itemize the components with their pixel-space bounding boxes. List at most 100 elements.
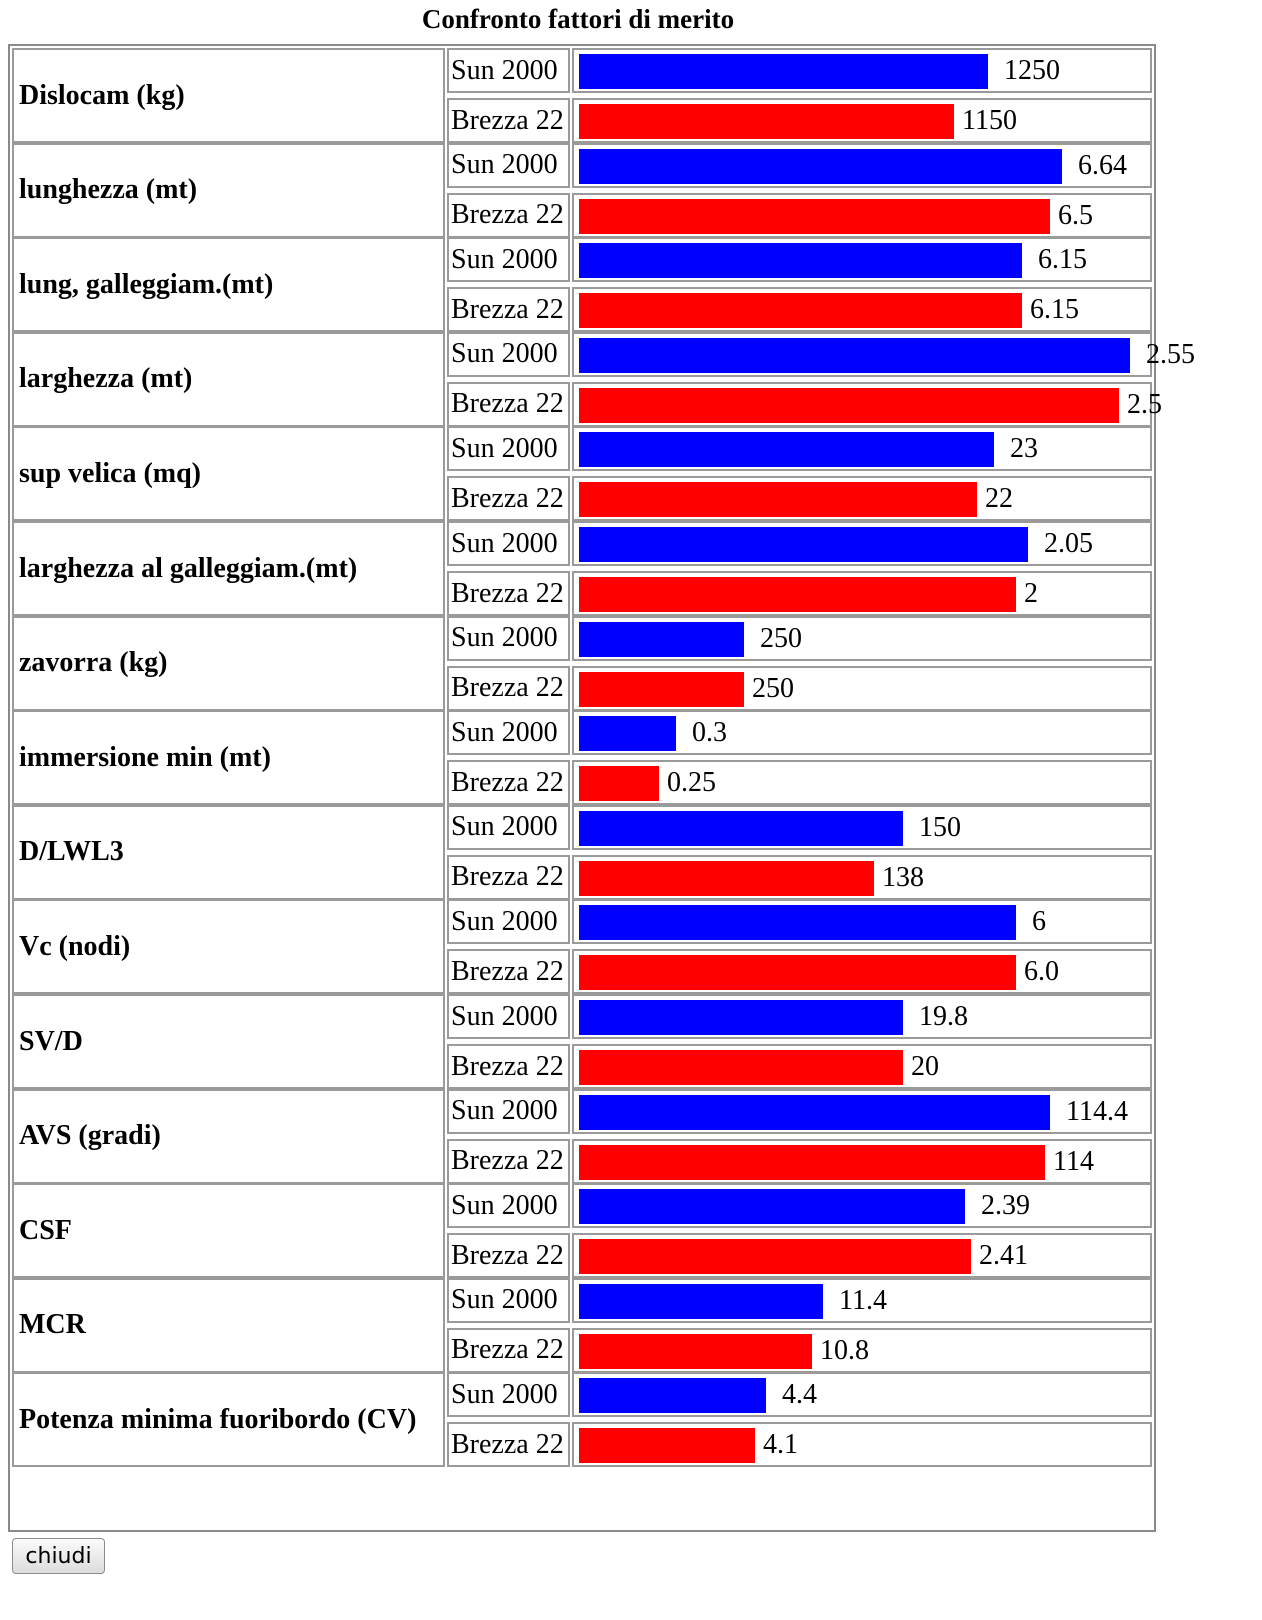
value-label: 250 [752, 672, 794, 704]
value-label: 10.8 [820, 1334, 869, 1366]
bar-cell: 22 [572, 476, 1152, 522]
metric-label: SV/D [12, 994, 445, 1089]
bar [579, 1000, 903, 1035]
series-name: Brezza 22 [447, 665, 570, 711]
metric-group: lung, galleggiam.(mt) Sun 2000 6.15 Brezza … [12, 237, 1152, 333]
value-label: 6.15 [1030, 294, 1079, 326]
value-label: 11.4 [839, 1284, 887, 1316]
metric-group: Vc (nodi) Sun 2000 6 Brezza 22 6.0 [12, 899, 1152, 995]
bar [579, 148, 1062, 184]
value-label: 2.39 [981, 1190, 1030, 1222]
bar-cell: 0.25 [572, 760, 1152, 806]
value-label: 22 [985, 483, 1013, 515]
bar [579, 243, 1022, 279]
metric-group: lunghezza (mt) Sun 2000 6.64 Brezza 22 6.5 [12, 142, 1152, 238]
series-name: Brezza 22 [447, 381, 570, 427]
series-name: Brezza 22 [447, 571, 570, 616]
series-name: Brezza 22 [447, 1327, 570, 1373]
series-name: Brezza 22 [447, 192, 570, 238]
bar-cell: 150 [572, 804, 1152, 850]
bar-cell: 250 [572, 665, 1152, 711]
bar-cell: 20 [572, 1044, 1152, 1089]
series-name: Sun 2000 [447, 1372, 570, 1418]
value-label: 2.05 [1044, 528, 1093, 559]
value-label: 2.55 [1146, 338, 1195, 370]
bar [579, 104, 954, 139]
series-name: Brezza 22 [447, 476, 570, 522]
series-name: Brezza 22 [447, 1422, 570, 1468]
bar-cell: 6.5 [572, 192, 1152, 238]
series-name: Sun 2000 [447, 899, 570, 945]
value-label: 1250 [1004, 55, 1060, 86]
value-label: 6.0 [1024, 956, 1059, 988]
bar [579, 1189, 965, 1225]
bar-cell: 1250 [572, 48, 1152, 93]
bar-cell: 6.64 [572, 142, 1152, 188]
bar-cell: 1150 [572, 98, 1152, 143]
series-name: Sun 2000 [447, 1183, 570, 1229]
value-label: 114.4 [1066, 1095, 1128, 1127]
bar [579, 1283, 823, 1319]
comparison-table: Dislocam (kg) Sun 2000 1250 Brezza 22 1150 lu… [8, 44, 1195, 1532]
chart-title: Confronto fattori di merito [421, 4, 735, 34]
series-name: Brezza 22 [447, 1233, 570, 1279]
metric-group: Potenza minima fuoribordo (CV) Sun 2000 4.… [12, 1372, 1152, 1468]
bar [579, 482, 977, 518]
value-label: 23 [1010, 433, 1038, 465]
bar [579, 577, 1016, 612]
value-label: 4.1 [763, 1429, 798, 1461]
bar-cell: 2.05 [572, 521, 1152, 566]
bar [579, 54, 988, 89]
metric-label: AVS (gradi) [12, 1088, 445, 1184]
bar [579, 671, 744, 707]
value-label: 19.8 [919, 1001, 968, 1032]
metric-label: zavorra (kg) [12, 615, 445, 711]
bar-cell: 2.39 [572, 1183, 1152, 1229]
metric-group: MCR Sun 2000 11.4 Brezza 22 10.8 [12, 1277, 1152, 1373]
value-label: 4.4 [782, 1379, 817, 1411]
value-label: 1150 [962, 105, 1017, 136]
bar-cell: 138 [572, 854, 1152, 900]
bar-cell: 4.1 [572, 1422, 1152, 1468]
metric-label: D/LWL3 [12, 804, 445, 900]
series-name: Sun 2000 [447, 142, 570, 188]
metric-label: Dislocam (kg) [12, 48, 445, 143]
series-name: Sun 2000 [447, 710, 570, 756]
metric-group: larghezza (mt) Sun 2000 2.55 Brezza 22 2.5 [12, 331, 1195, 427]
series-name: Sun 2000 [447, 994, 570, 1039]
bar [579, 1333, 812, 1369]
value-label: 2 [1024, 578, 1038, 609]
bar-cell: 6.0 [572, 949, 1152, 995]
bar-cell: 6.15 [572, 237, 1152, 283]
bar-cell: 4.4 [572, 1372, 1152, 1418]
value-label: 250 [760, 622, 802, 654]
metric-group: Dislocam (kg) Sun 2000 1250 Brezza 22 1150 [12, 48, 1152, 143]
bar-cell: 2.41 [572, 1233, 1152, 1279]
series-name: Brezza 22 [447, 854, 570, 900]
close-button[interactable]: chiudi [12, 1538, 105, 1574]
bar-cell: 23 [572, 426, 1152, 472]
value-label: 0.25 [667, 767, 716, 799]
series-name: Sun 2000 [447, 804, 570, 850]
value-label: 2.5 [1127, 388, 1162, 420]
metric-group: AVS (gradi) Sun 2000 114.4 Brezza 22 114 [12, 1088, 1152, 1184]
metric-group: zavorra (kg) Sun 2000 250 Brezza 22 250 [12, 615, 1152, 711]
bar-cell: 2 [572, 571, 1152, 616]
bar-cell: 6 [572, 899, 1152, 945]
bar [579, 810, 903, 846]
metric-group: sup velica (mq) Sun 2000 23 Brezza 22 22 [12, 426, 1152, 522]
bar-cell: 11.4 [572, 1277, 1152, 1323]
bar-cell: 2.55 [572, 331, 1195, 377]
series-name: Sun 2000 [447, 48, 570, 93]
value-label: 6.5 [1058, 199, 1093, 231]
series-name: Sun 2000 [447, 615, 570, 661]
bar [579, 387, 1119, 423]
series-name: Sun 2000 [447, 521, 570, 566]
metric-group: CSF Sun 2000 2.39 Brezza 22 2.41 [12, 1183, 1152, 1279]
bar-cell: 6.15 [572, 287, 1152, 333]
bar [579, 1144, 1045, 1180]
bar-cell: 250 [572, 615, 1152, 661]
metric-label: lung, galleggiam.(mt) [12, 237, 445, 333]
series-name: Sun 2000 [447, 1277, 570, 1323]
value-label: 138 [882, 861, 924, 893]
